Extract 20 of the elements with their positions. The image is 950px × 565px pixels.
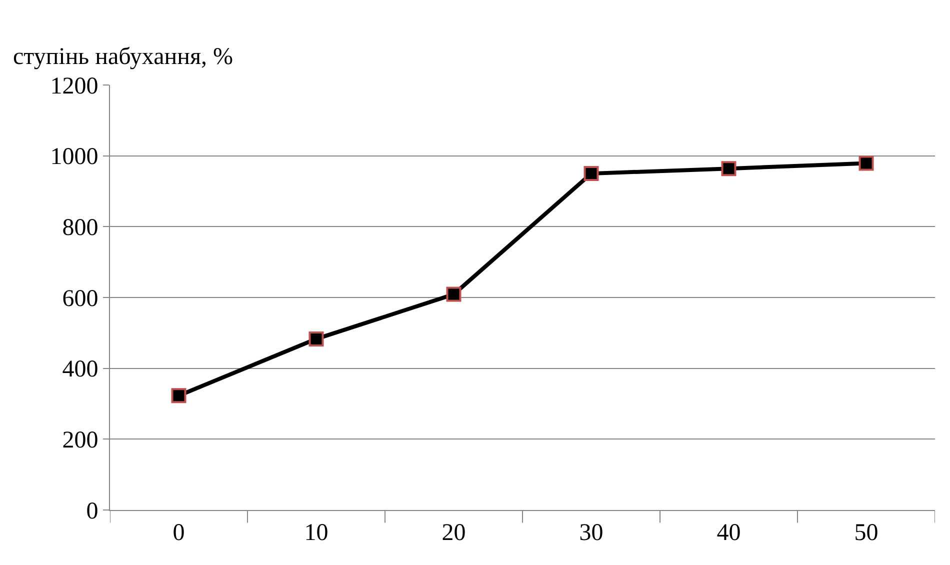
x-tick-label: 20	[442, 520, 466, 546]
y-tick-label: 200	[62, 428, 98, 454]
y-tick-label: 1200	[50, 73, 98, 100]
point	[858, 156, 874, 171]
point	[721, 161, 736, 176]
y-tick-label: 400	[62, 356, 98, 383]
point	[308, 331, 324, 346]
y-tick-label: 800	[62, 215, 98, 242]
y-tick-label: 600	[62, 286, 98, 312]
x-tick-label: 30	[579, 520, 604, 546]
x-tick-label: 10	[304, 520, 328, 546]
y-axis-title: ступінь набухання, %	[13, 44, 233, 70]
x-tick-label: 0	[172, 520, 185, 546]
x-tick-label: 50	[854, 520, 878, 546]
x-tick-label: 40	[716, 520, 741, 546]
y-tick-label: 0	[86, 498, 98, 524]
point	[584, 166, 599, 182]
point	[171, 388, 186, 404]
point	[446, 286, 462, 302]
y-tick-label: 1000	[50, 144, 98, 170]
